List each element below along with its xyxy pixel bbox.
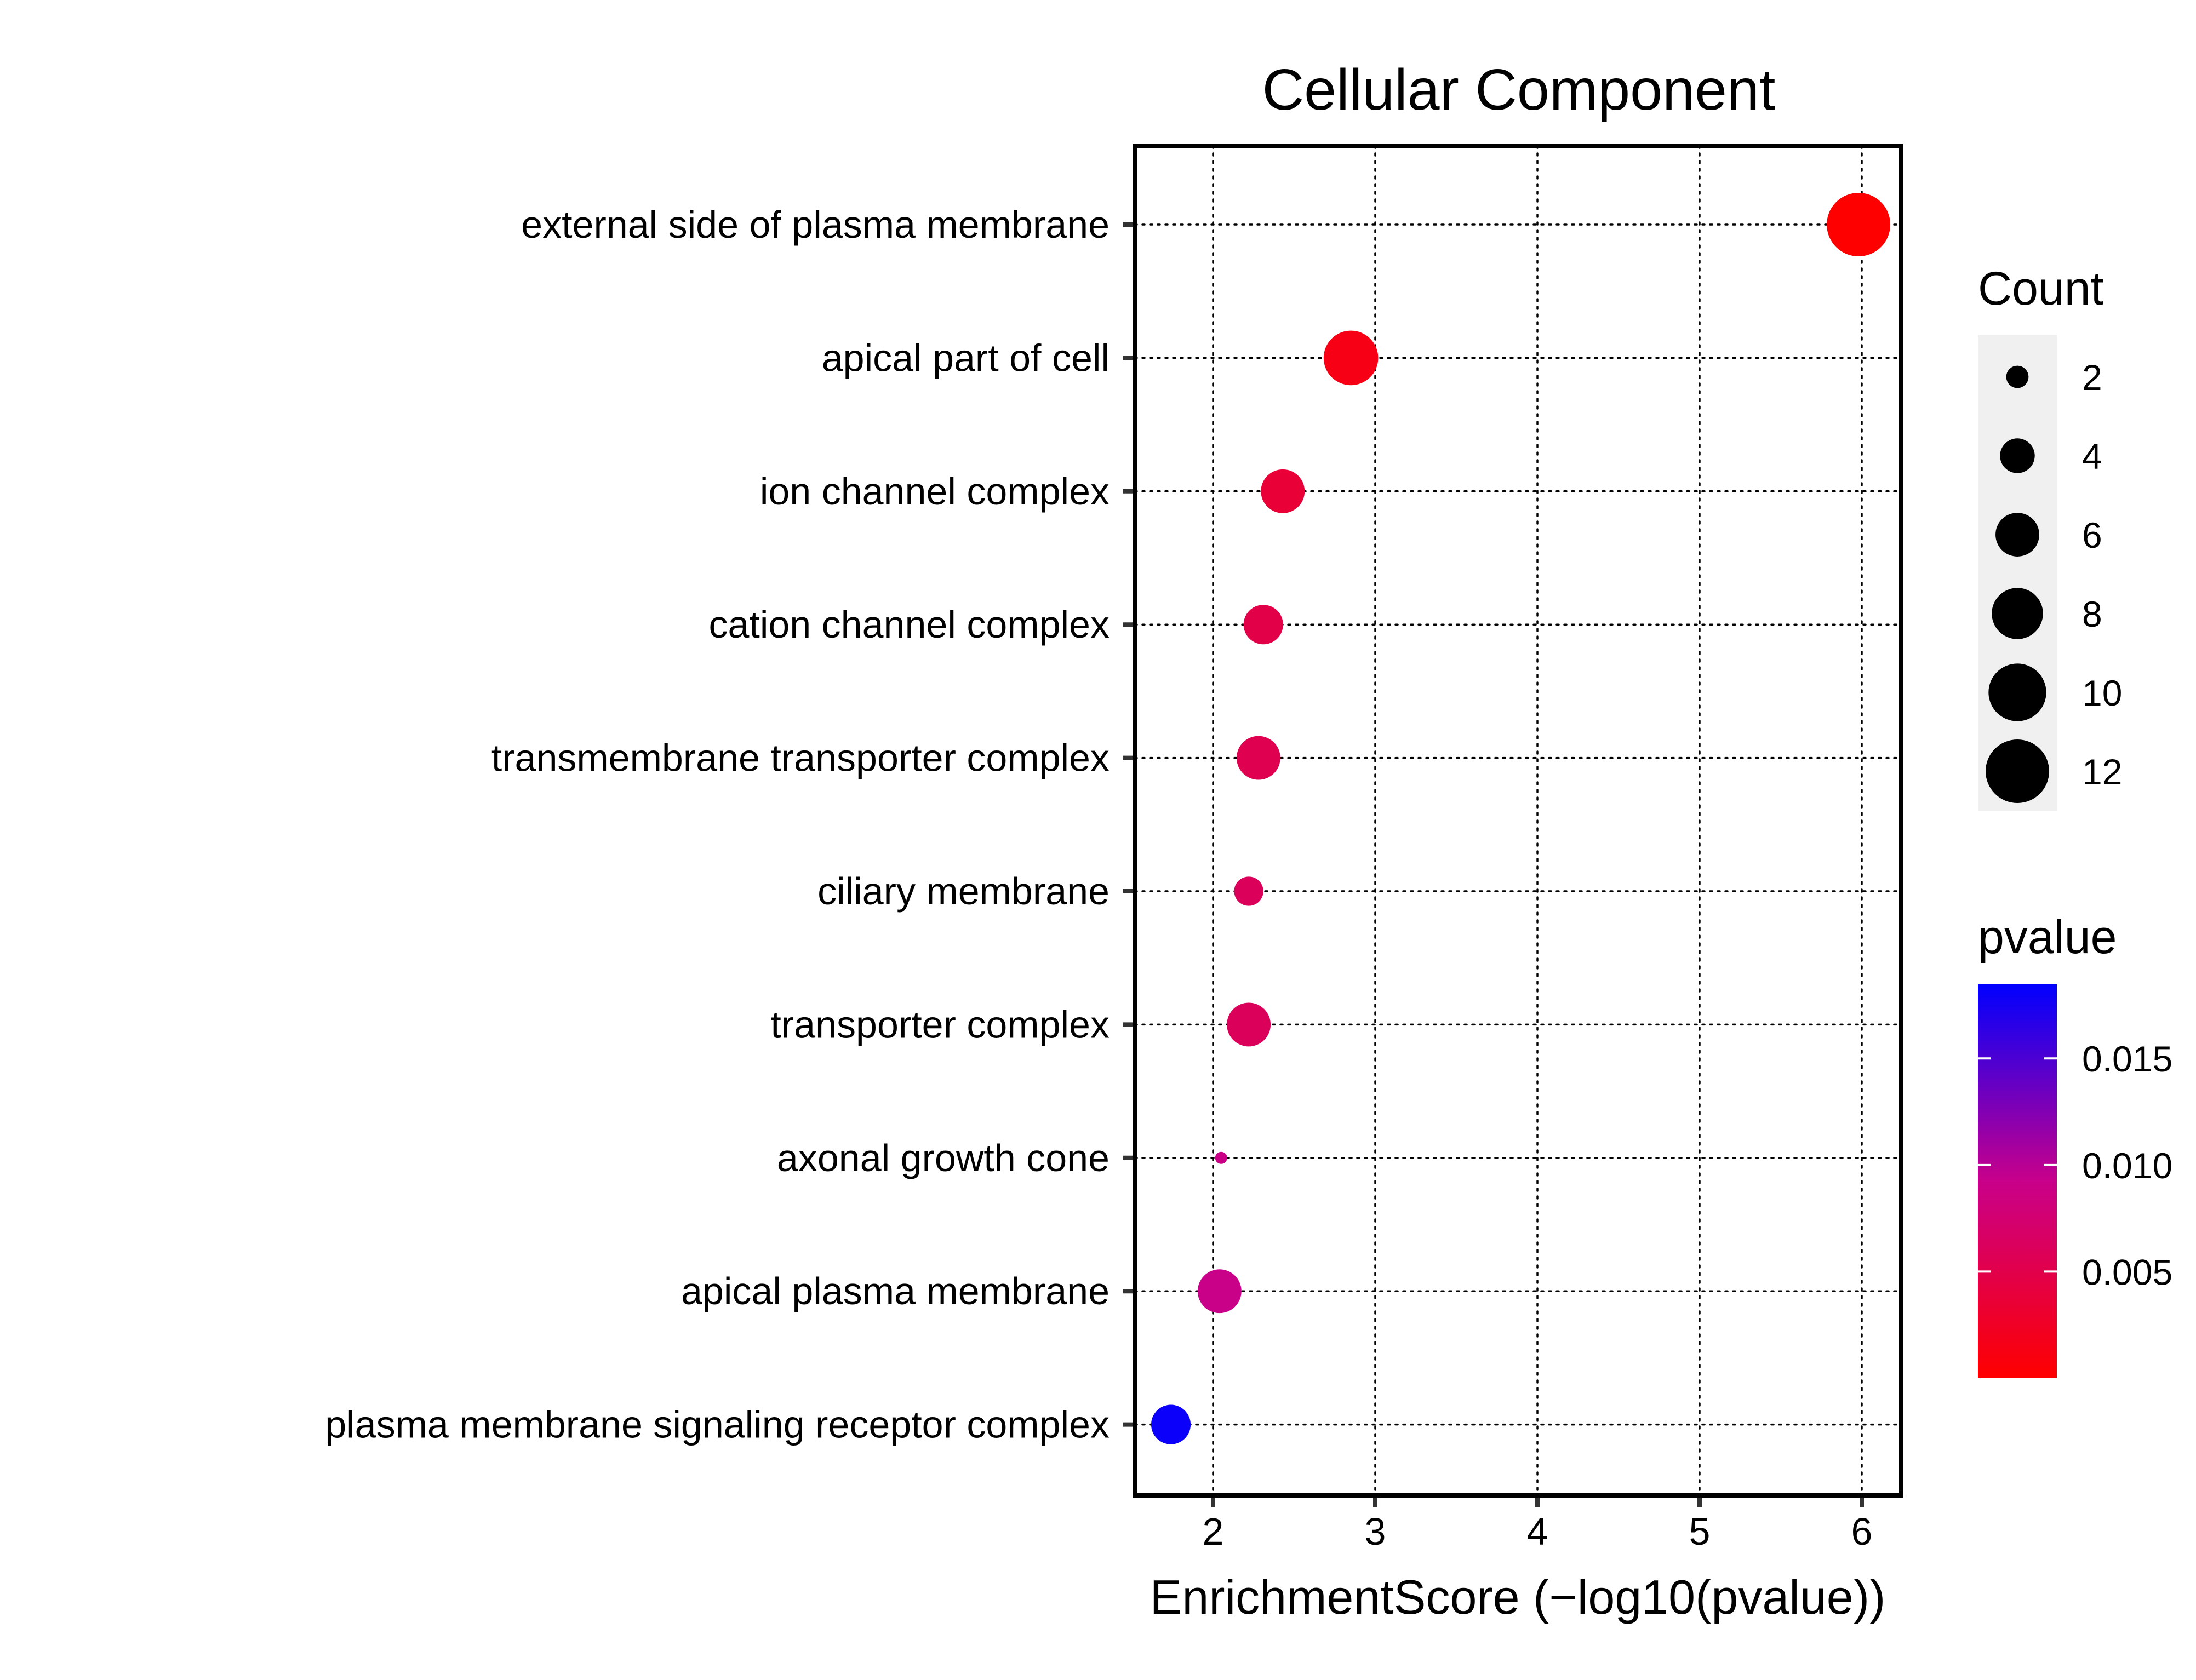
count-legend-label: 2 [2082,357,2102,398]
pvalue-colorbar [1978,984,2057,1378]
data-point [1261,469,1305,513]
data-point [1215,1151,1227,1164]
x-tick-label: 4 [1527,1510,1548,1553]
x-tick-label: 3 [1365,1510,1386,1553]
y-category-label: transmembrane transporter complex [491,737,1110,779]
count-legend-title: Count [1978,262,2104,315]
data-point [1243,605,1283,645]
axis-ticks [1123,222,1864,1507]
count-legend-key [1988,663,2046,721]
count-legend-label: 10 [2082,673,2122,713]
x-axis-tick-labels: 2 3 4 5 6 [1203,1510,1873,1553]
y-category-label: ciliary membrane [817,870,1110,913]
count-legend-label: 12 [2082,752,2122,792]
data-point [1151,1404,1191,1444]
data-point [1827,193,1891,256]
x-axis-title: EnrichmentScore (−log10(pvalue)) [1150,1570,1886,1624]
data-point [1227,1002,1271,1047]
y-category-label: external side of plasma membrane [521,203,1110,246]
y-category-label: cation channel complex [708,603,1110,646]
count-legend-key [1992,588,2043,639]
x-tick-label: 5 [1689,1510,1711,1553]
data-point [1323,330,1379,386]
count-legend-label: 8 [2082,594,2102,634]
data-point [1234,876,1263,906]
count-legend-label: 4 [2082,436,2102,477]
x-tick-label: 6 [1851,1510,1873,1553]
count-legend-key [1986,739,2049,803]
plot-panel-border [1133,144,1903,1498]
y-category-label: plasma membrane signaling receptor compl… [325,1403,1110,1446]
count-legend-label: 6 [2082,515,2102,555]
y-category-label: transporter complex [770,1003,1110,1046]
pvalue-legend: pvalue 0.005 0.010 0.015 [1978,911,2172,1378]
y-category-label: apical part of cell [822,336,1110,379]
y-category-label: ion channel complex [760,470,1110,513]
y-category-label: axonal growth cone [777,1137,1110,1179]
colorbar-label: 0.005 [2082,1252,2172,1292]
colorbar-label: 0.010 [2082,1145,2172,1186]
y-category-label: apical plasma membrane [681,1270,1110,1312]
data-point [1197,1269,1242,1314]
pvalue-legend-title: pvalue [1978,911,2117,964]
grid-lines [1134,145,1902,1496]
count-legend-key [2000,438,2035,473]
count-legend-key-background [1978,335,2057,811]
data-points [1151,193,1891,1444]
colorbar-label: 0.015 [2082,1039,2172,1079]
count-legend: Count 2 4 6 8 10 12 [1978,262,2122,811]
data-point [1236,736,1280,780]
chart-title: Cellular Component [1262,58,1776,122]
x-tick-label: 2 [1203,1510,1224,1553]
y-axis-category-labels: external side of plasma membrane apical p… [325,203,1110,1446]
count-legend-key [1995,513,2039,557]
count-legend-key [2006,365,2029,388]
